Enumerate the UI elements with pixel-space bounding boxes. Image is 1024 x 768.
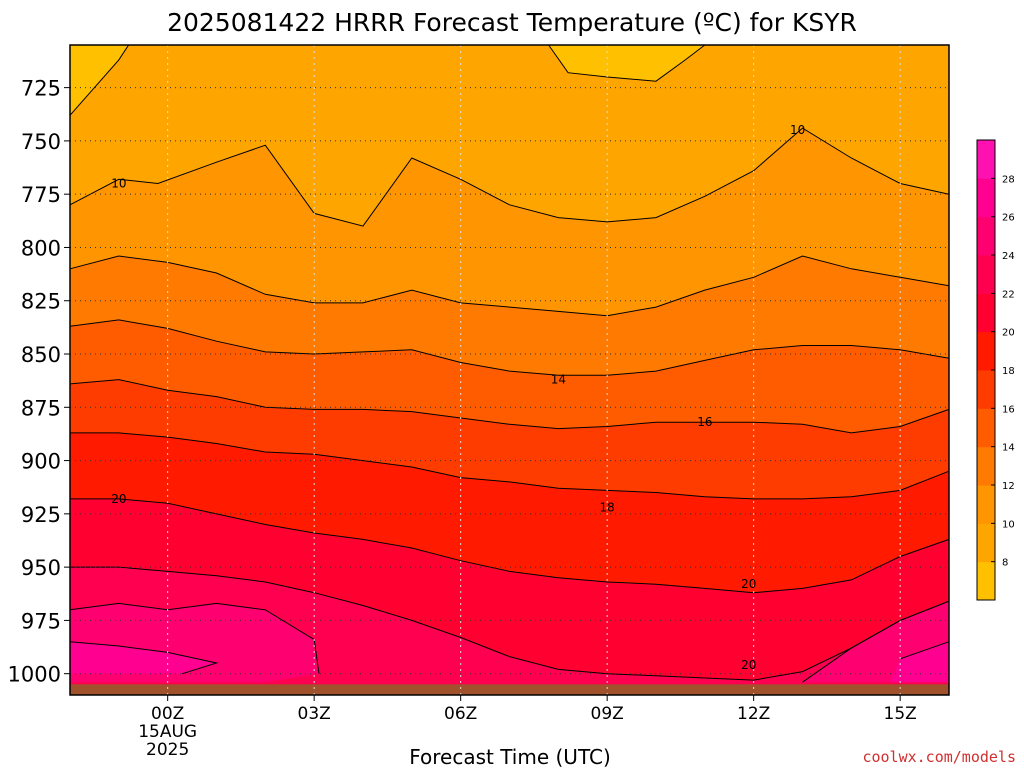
x-tick-label: 15Z [884,704,917,724]
colorbar-swatch [977,178,995,218]
contour-20 [70,498,950,594]
colorbar-tick-label: 16 [1002,404,1015,415]
y-tick-label: 875 [21,396,61,420]
colorbar-tick-label: 14 [1002,443,1015,454]
band-6-8-left [70,45,129,116]
y-tick-label: 975 [21,609,61,633]
contour-label: 18 [600,500,615,514]
colorbar-swatch [977,370,995,409]
y-axis: 725 750 775 800 825 850 875 900 925 950 975 1000 [8,77,70,687]
y-tick-label: 900 [21,450,61,474]
colorbar-tick-label: 28 [1002,174,1015,185]
band-26-28 [70,641,217,674]
contour-label: 14 [551,373,566,387]
x-tick-sublabel: 2025 [146,740,189,760]
colorbar-swatch [977,485,995,524]
y-tick-label: 725 [21,77,61,101]
colorbar: 8 10 12 14 16 18 20 22 24 26 28 [976,139,1015,601]
x-tick-label: 12Z [737,704,770,724]
colorbar-swatch [977,408,995,448]
colorbar-swatch [977,140,995,179]
contour-label: 16 [697,415,712,429]
colorbar-tick-label: 22 [1002,289,1015,300]
contour-labels: 10 10 14 16 20 18 20 20 [111,123,805,672]
band-6-8-top [548,45,705,82]
colorbar-swatch [977,523,995,563]
contour-12 [69,255,950,317]
contour-label: 10 [790,123,805,137]
contour-24-right [802,600,950,683]
band-26-28-right [890,641,949,683]
contour-8-left [69,44,130,116]
x-tick-label: 09Z [591,704,624,724]
colorbar-swatch [977,216,995,256]
plot-frame [69,44,950,696]
temperature-field [70,45,949,696]
colorbar-tick-label: 8 [1002,558,1008,569]
colorbar-swatch [977,255,995,294]
x-tick-label: 00Z [151,704,184,724]
y-tick-label: 825 [21,290,61,314]
contour-26-right [900,641,950,660]
contour-16 [69,379,950,434]
contour-22 [70,566,950,681]
x-axis-label: Forecast Time (UTC) [409,745,611,768]
colorbar-swatch [977,446,995,486]
colorbar-tick-label: 26 [1002,213,1015,224]
ground-surface [70,684,949,695]
contour-8-top [548,44,706,82]
x-tick-sublabel: 15AUG [138,722,197,742]
contour-label: 10 [111,177,126,191]
y-tick-label: 850 [21,343,61,367]
x-tick-label: 03Z [298,704,331,724]
contour-14 [69,319,950,376]
y-tick-label: 775 [21,183,61,207]
y-tick-label: 950 [21,556,61,580]
y-tick-label: 1000 [8,663,61,687]
contour-label: 20 [741,577,756,591]
colorbar-tick-label: 10 [1002,519,1015,530]
chart-title: 2025081422 HRRR Forecast Temperature (ºC… [167,8,857,37]
colorbar-swatch [977,561,995,601]
colorbar-tick-label: 24 [1002,251,1015,262]
contour-label: 20 [111,492,126,506]
x-tick-label: 06Z [444,704,477,724]
colorbar-tick-label: 12 [1002,481,1015,492]
grid-vertical [167,45,901,695]
contour-10 [69,127,950,227]
contour-label: 20 [741,658,756,672]
contour-18 [70,432,950,500]
colorbar-tick-label: 18 [1002,366,1015,377]
credit-text: coolwx.com/models [862,748,1016,766]
colorbar-tick-label: 20 [1002,328,1015,339]
y-tick-label: 750 [21,130,61,154]
colorbar-swatch [977,331,995,371]
y-tick-label: 925 [21,503,61,527]
colorbar-swatch [977,293,995,333]
y-tick-label: 800 [21,236,61,260]
